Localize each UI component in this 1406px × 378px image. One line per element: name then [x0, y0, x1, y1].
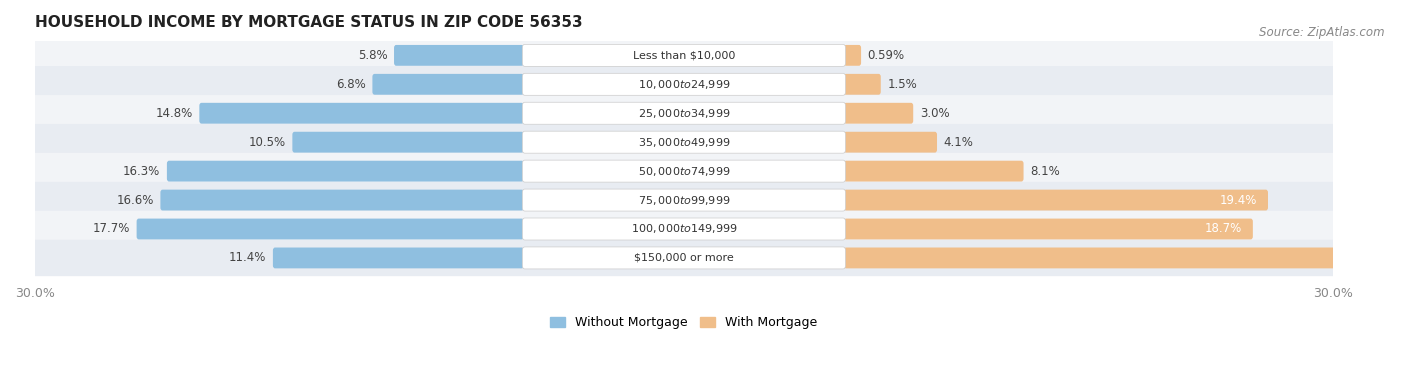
FancyBboxPatch shape	[167, 161, 524, 181]
FancyBboxPatch shape	[136, 218, 524, 239]
FancyBboxPatch shape	[522, 160, 845, 182]
FancyBboxPatch shape	[32, 211, 1336, 247]
FancyBboxPatch shape	[844, 74, 880, 95]
FancyBboxPatch shape	[160, 190, 524, 211]
FancyBboxPatch shape	[522, 131, 845, 153]
Text: 5.8%: 5.8%	[359, 49, 388, 62]
FancyBboxPatch shape	[844, 248, 1406, 268]
Text: $100,000 to $149,999: $100,000 to $149,999	[630, 223, 737, 235]
FancyBboxPatch shape	[292, 132, 524, 153]
Text: $25,000 to $34,999: $25,000 to $34,999	[638, 107, 730, 120]
FancyBboxPatch shape	[522, 218, 845, 240]
Text: 4.1%: 4.1%	[943, 136, 973, 149]
FancyBboxPatch shape	[844, 161, 1024, 181]
FancyBboxPatch shape	[32, 66, 1336, 102]
Text: 16.3%: 16.3%	[124, 164, 160, 178]
FancyBboxPatch shape	[32, 124, 1336, 160]
Text: 18.7%: 18.7%	[1205, 223, 1241, 235]
FancyBboxPatch shape	[32, 240, 1336, 276]
Text: Less than $10,000: Less than $10,000	[633, 50, 735, 60]
FancyBboxPatch shape	[522, 247, 845, 269]
Text: 6.8%: 6.8%	[336, 78, 366, 91]
Text: 16.6%: 16.6%	[117, 194, 153, 206]
FancyBboxPatch shape	[273, 248, 524, 268]
Text: 11.4%: 11.4%	[229, 251, 266, 265]
FancyBboxPatch shape	[394, 45, 524, 66]
Text: HOUSEHOLD INCOME BY MORTGAGE STATUS IN ZIP CODE 56353: HOUSEHOLD INCOME BY MORTGAGE STATUS IN Z…	[35, 15, 582, 30]
FancyBboxPatch shape	[844, 132, 936, 153]
Text: 17.7%: 17.7%	[93, 223, 131, 235]
Text: 10.5%: 10.5%	[249, 136, 285, 149]
FancyBboxPatch shape	[844, 103, 914, 124]
Text: $10,000 to $24,999: $10,000 to $24,999	[638, 78, 730, 91]
Text: $50,000 to $74,999: $50,000 to $74,999	[638, 164, 730, 178]
FancyBboxPatch shape	[32, 95, 1336, 132]
Text: 26.1%: 26.1%	[1365, 251, 1402, 265]
Text: Source: ZipAtlas.com: Source: ZipAtlas.com	[1260, 26, 1385, 39]
Text: 14.8%: 14.8%	[156, 107, 193, 120]
Legend: Without Mortgage, With Mortgage: Without Mortgage, With Mortgage	[550, 316, 818, 330]
FancyBboxPatch shape	[522, 44, 845, 67]
FancyBboxPatch shape	[844, 45, 860, 66]
Text: 8.1%: 8.1%	[1031, 164, 1060, 178]
FancyBboxPatch shape	[32, 182, 1336, 218]
FancyBboxPatch shape	[522, 73, 845, 95]
Text: 3.0%: 3.0%	[920, 107, 949, 120]
Text: $150,000 or more: $150,000 or more	[634, 253, 734, 263]
Text: 1.5%: 1.5%	[887, 78, 917, 91]
Text: $75,000 to $99,999: $75,000 to $99,999	[638, 194, 730, 206]
Text: 0.59%: 0.59%	[868, 49, 904, 62]
FancyBboxPatch shape	[522, 189, 845, 211]
FancyBboxPatch shape	[522, 102, 845, 124]
Text: $35,000 to $49,999: $35,000 to $49,999	[638, 136, 730, 149]
FancyBboxPatch shape	[844, 218, 1253, 239]
FancyBboxPatch shape	[373, 74, 524, 95]
FancyBboxPatch shape	[844, 190, 1268, 211]
Text: 19.4%: 19.4%	[1220, 194, 1257, 206]
FancyBboxPatch shape	[32, 37, 1336, 74]
FancyBboxPatch shape	[32, 153, 1336, 189]
FancyBboxPatch shape	[200, 103, 524, 124]
